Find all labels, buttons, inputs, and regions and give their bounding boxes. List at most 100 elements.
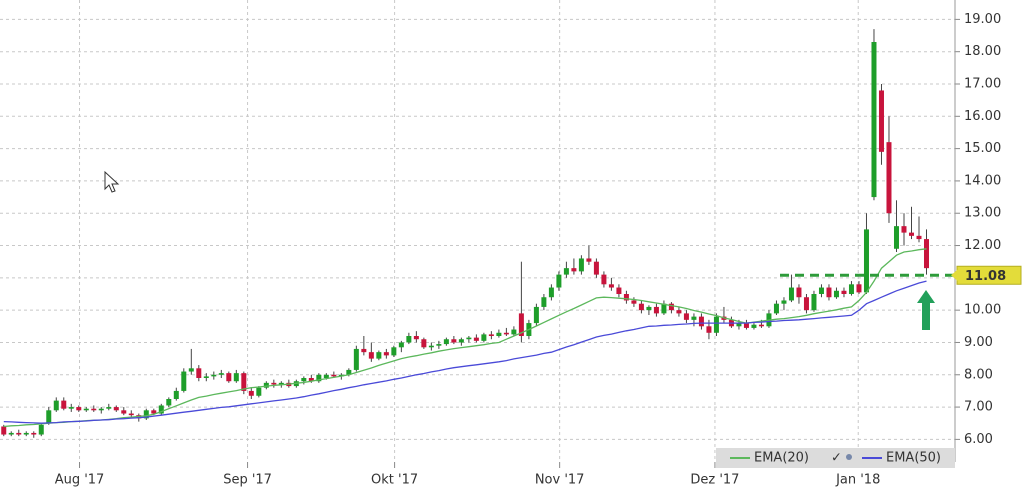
legend-box	[716, 448, 955, 468]
candle-body	[203, 376, 209, 378]
ema-line	[3, 248, 927, 428]
y-tick-label: 12.00	[964, 238, 1001, 253]
candle-body	[413, 336, 419, 340]
candle-body	[616, 287, 622, 294]
candle-body	[391, 347, 397, 356]
candle-body	[16, 432, 22, 435]
candle-body	[908, 232, 914, 236]
candle-body	[98, 408, 104, 411]
candle-body	[518, 313, 524, 336]
candle-body	[218, 373, 224, 375]
candle-body	[661, 303, 667, 314]
mouse-cursor	[104, 170, 120, 193]
candle-body	[323, 374, 329, 378]
candle-body	[443, 339, 449, 345]
candle-body	[83, 408, 89, 411]
candle-body	[878, 90, 884, 152]
x-tick-label: Sep '17	[223, 473, 272, 488]
candle-body	[113, 407, 119, 411]
candle-body	[856, 284, 862, 293]
legend-label: EMA(20)	[754, 451, 809, 466]
candle-body	[871, 42, 877, 198]
candle-body	[406, 336, 412, 343]
candle-body	[923, 239, 929, 269]
candle-body	[631, 300, 637, 304]
candle-body	[773, 303, 779, 314]
candle-body	[31, 432, 37, 435]
price-label: 11.08	[965, 269, 1006, 284]
legend-label: EMA(50)	[886, 451, 941, 466]
y-tick-label: 6.00	[964, 432, 993, 447]
y-tick-label: 15.00	[964, 141, 1001, 156]
candle-body	[623, 294, 629, 301]
candle-body	[901, 226, 907, 233]
candle-body	[151, 410, 157, 414]
candle-body	[316, 374, 322, 382]
candle-body	[53, 400, 59, 411]
candle-body	[586, 258, 592, 262]
candle-body	[128, 413, 134, 416]
candle-body	[376, 352, 382, 359]
candle-body	[571, 268, 577, 272]
candle-body	[173, 390, 179, 399]
candle-body	[668, 303, 674, 311]
candle-body	[698, 316, 704, 327]
candle-body	[196, 368, 202, 378]
candle-body	[106, 407, 112, 409]
candle-body	[23, 432, 29, 435]
candle-body	[578, 258, 584, 272]
candle-body	[158, 405, 164, 414]
legend-check: ✓	[831, 451, 842, 466]
candle-body	[68, 407, 74, 409]
candle-body	[781, 300, 787, 304]
x-tick-label: Okt '17	[371, 473, 418, 488]
candle-body	[886, 142, 892, 214]
x-tick-label: Dez '17	[690, 473, 739, 488]
candle-body	[226, 373, 232, 382]
candle-body	[796, 287, 802, 298]
candle-body	[473, 337, 479, 341]
candle-body	[841, 290, 847, 294]
candle-body	[331, 374, 337, 377]
candle-body	[458, 339, 464, 343]
y-tick-label: 19.00	[964, 12, 1001, 27]
candle-body	[76, 407, 82, 411]
candle-body	[541, 297, 547, 307]
candle-body	[233, 373, 239, 382]
y-tick-label: 8.00	[964, 367, 993, 382]
candle-body	[46, 410, 52, 424]
candle-body	[188, 368, 194, 372]
candle-body	[428, 345, 434, 348]
y-tick-label: 9.00	[964, 335, 993, 350]
candle-body	[241, 373, 247, 391]
candle-body	[736, 323, 742, 327]
arrow	[917, 290, 935, 330]
candle-body	[421, 339, 427, 348]
candle-body	[818, 287, 824, 294]
candle-body	[271, 382, 277, 385]
legend: EMA(20) EMA(50) ✓	[716, 448, 955, 468]
y-tick-label: 18.00	[964, 44, 1001, 59]
candle-body	[563, 268, 569, 275]
candle-body	[638, 303, 644, 311]
candle-body	[436, 344, 442, 346]
candle-body	[646, 306, 652, 311]
candle-body	[601, 274, 607, 285]
candle-body	[248, 390, 254, 396]
candle-body	[548, 287, 554, 298]
x-tick-label: Aug '17	[55, 473, 105, 488]
candle-body	[398, 342, 404, 348]
x-tick-label: Nov '17	[535, 473, 585, 488]
candle-body	[608, 284, 614, 288]
candle-body	[451, 339, 457, 343]
candle-body	[826, 287, 832, 298]
candle-body	[788, 287, 794, 301]
candle-body	[368, 352, 374, 359]
y-tick-label: 10.00	[964, 303, 1001, 318]
candle-body	[916, 235, 922, 240]
candle-body	[91, 408, 97, 411]
candle-body	[713, 316, 719, 333]
candle-body	[143, 410, 149, 419]
